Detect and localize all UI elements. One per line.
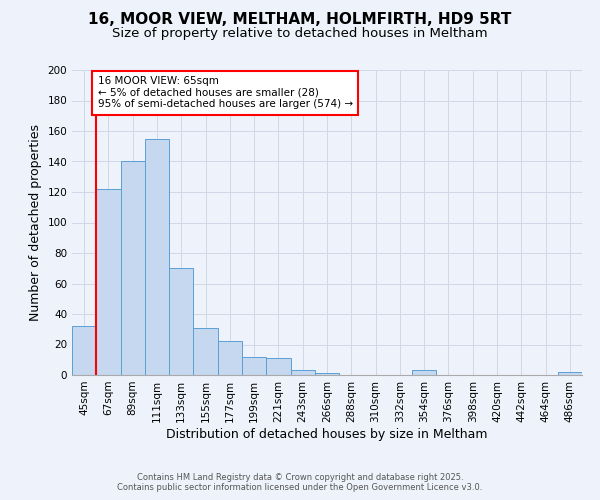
Text: Size of property relative to detached houses in Meltham: Size of property relative to detached ho… [112,28,488,40]
Bar [96,189,121,375]
Bar [290,370,315,375]
Bar [266,358,290,375]
Bar [412,370,436,375]
Bar [72,326,96,375]
Bar [193,328,218,375]
Bar [169,268,193,375]
Text: 16 MOOR VIEW: 65sqm
← 5% of detached houses are smaller (28)
95% of semi-detache: 16 MOOR VIEW: 65sqm ← 5% of detached hou… [97,76,353,110]
Bar [145,138,169,375]
X-axis label: Distribution of detached houses by size in Meltham: Distribution of detached houses by size … [166,428,488,440]
Bar [315,374,339,375]
Text: Contains HM Land Registry data © Crown copyright and database right 2025.
Contai: Contains HM Land Registry data © Crown c… [118,473,482,492]
Text: 16, MOOR VIEW, MELTHAM, HOLMFIRTH, HD9 5RT: 16, MOOR VIEW, MELTHAM, HOLMFIRTH, HD9 5… [88,12,512,28]
Bar [121,162,145,375]
Bar [558,372,582,375]
Y-axis label: Number of detached properties: Number of detached properties [29,124,42,321]
Bar [242,356,266,375]
Bar [218,342,242,375]
